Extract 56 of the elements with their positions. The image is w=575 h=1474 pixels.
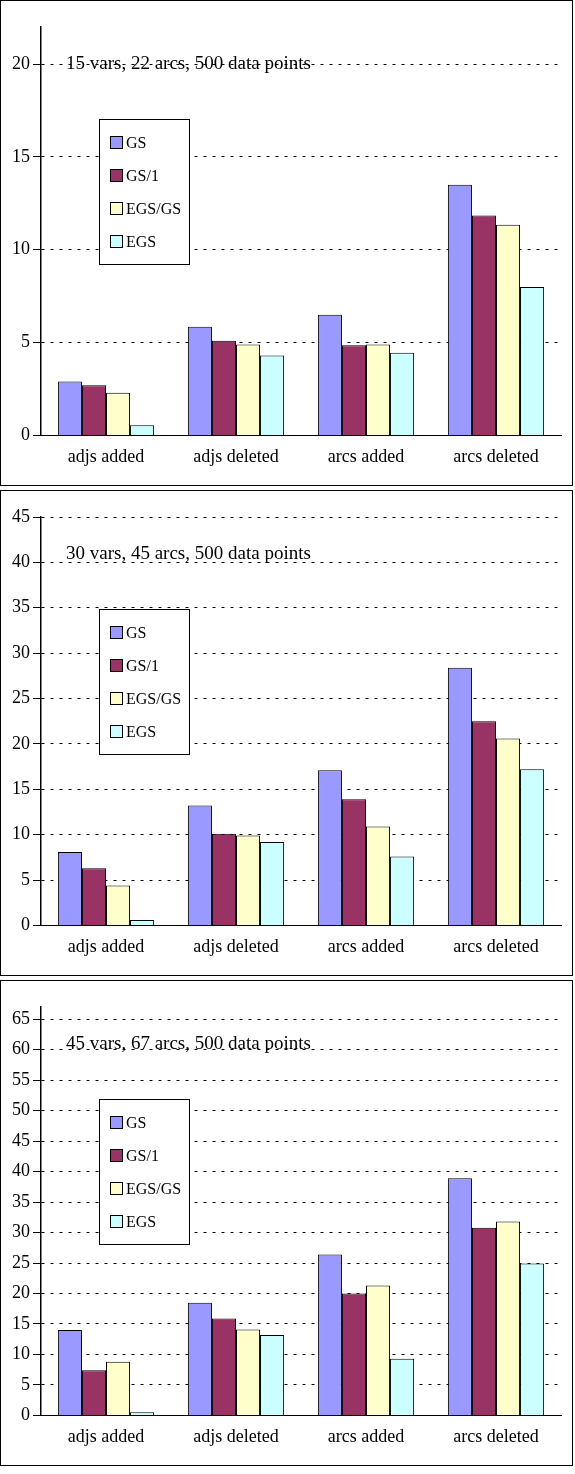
y-tick-label: 55 xyxy=(12,1068,30,1089)
x-tick-label: adjs added xyxy=(67,445,145,466)
y-tick-label: 25 xyxy=(12,687,30,708)
y-tick-label: 0 xyxy=(21,914,30,935)
legend-label: EGS xyxy=(126,722,157,741)
legend-label: EGS xyxy=(126,232,157,251)
y-tick-label: 45 xyxy=(12,1129,30,1150)
y-tick-label: 60 xyxy=(12,1038,30,1059)
y-tick-label: 45 xyxy=(12,505,30,526)
y-tick-label: 0 xyxy=(21,1404,30,1425)
x-tick-label: adjs deleted xyxy=(193,445,279,466)
legend-label: EGS/GS xyxy=(126,689,182,708)
legend-label: GS/1 xyxy=(126,656,159,675)
legend-label: GS xyxy=(126,133,147,152)
y-tick-label: 65 xyxy=(12,1007,30,1028)
y-tick-label: 5 xyxy=(21,1373,30,1394)
y-tick-label: 15 xyxy=(12,778,30,798)
y-tick-label: 10 xyxy=(12,823,30,844)
x-tick-label: arcs deleted xyxy=(453,445,539,466)
legend-label: EGS/GS xyxy=(126,199,182,218)
y-tick-label: 5 xyxy=(21,331,30,352)
y-tick-label: 30 xyxy=(12,1221,30,1242)
y-tick-label: 20 xyxy=(12,52,30,73)
y-tick-label: 35 xyxy=(12,596,30,617)
y-tick-label: 50 xyxy=(12,1099,30,1120)
text: 45 vars, 67 arcs, 500 data points xyxy=(66,1031,311,1053)
legend-label: GS xyxy=(126,623,147,642)
y-tick-label: 30 xyxy=(12,641,30,662)
x-tick-label: arcs added xyxy=(327,935,405,956)
y-tick-label: 25 xyxy=(12,1251,30,1272)
y-tick-label: 10 xyxy=(12,1343,30,1364)
legend-label: EGS/GS xyxy=(126,1179,182,1198)
y-tick-label: 15 xyxy=(12,1312,30,1333)
legend-label: GS/1 xyxy=(126,166,159,185)
text: 15 vars, 22 arcs, 500 data points xyxy=(66,51,311,73)
y-tick-label: 0 xyxy=(21,424,30,445)
y-tick-label: 40 xyxy=(12,1160,30,1181)
x-tick-label: arcs deleted xyxy=(453,1425,539,1446)
x-tick-label: adjs added xyxy=(67,1425,145,1446)
x-tick-label: arcs deleted xyxy=(453,935,539,956)
x-tick-label: arcs added xyxy=(327,445,405,466)
x-tick-label: arcs added xyxy=(327,1425,405,1446)
text: 30 vars, 45 arcs, 500 data points xyxy=(66,541,311,563)
x-tick-label: adjs deleted xyxy=(193,935,279,956)
legend-label: EGS xyxy=(126,1212,157,1231)
x-tick-label: adjs added xyxy=(67,935,145,956)
y-tick-label: 20 xyxy=(12,1282,30,1303)
legend-label: GS/1 xyxy=(126,1146,159,1165)
y-tick-label: 5 xyxy=(21,868,30,889)
legend-label: GS xyxy=(126,1113,147,1132)
y-tick-label: 40 xyxy=(12,551,30,572)
y-tick-label: 15 xyxy=(12,145,30,166)
y-tick-label: 35 xyxy=(12,1190,30,1211)
y-tick-label: 20 xyxy=(12,732,30,753)
y-tick-label: 10 xyxy=(12,238,30,259)
x-tick-label: adjs deleted xyxy=(193,1425,279,1446)
